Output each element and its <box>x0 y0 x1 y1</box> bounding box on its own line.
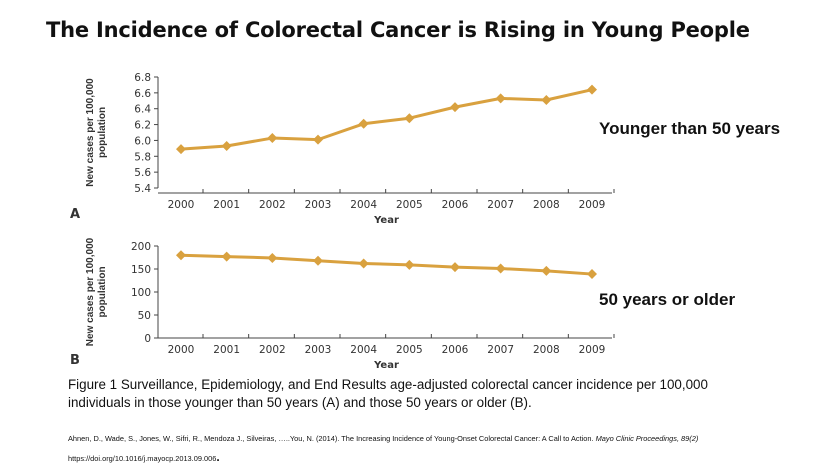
data-point <box>541 94 552 105</box>
x-tick-label: 2005 <box>396 199 423 211</box>
data-point <box>587 84 597 95</box>
data-point <box>267 252 278 263</box>
y-tick-label: 50 <box>138 310 151 322</box>
x-tick-label: 2006 <box>442 344 469 356</box>
data-point <box>358 258 369 269</box>
x-tick-label: 2009 <box>579 344 606 356</box>
citation-end-mark: . <box>216 450 220 464</box>
series-line <box>180 253 593 276</box>
y-tick-label: 6.0 <box>134 135 151 147</box>
y-tick-label: 200 <box>131 241 151 253</box>
x-tick-label: 2007 <box>487 199 514 211</box>
panel-label: A <box>70 207 80 222</box>
y-tick-label: 5.6 <box>134 167 151 179</box>
y-tick-label: 5.8 <box>134 151 151 163</box>
x-axis-title: Year <box>373 215 399 226</box>
y-tick-label: 6.2 <box>134 120 151 132</box>
data-point <box>495 93 506 104</box>
y-tick-label: 6.8 <box>134 72 151 84</box>
x-tick-label: 2008 <box>533 199 560 211</box>
panel-label: B <box>70 353 80 368</box>
data-point <box>221 251 232 262</box>
y-tick-label: 6.4 <box>134 104 151 116</box>
data-point <box>176 250 186 261</box>
x-tick-label: 2000 <box>168 199 195 211</box>
chart-b: 0 50 100 150 200 2000 2001 2002 2003 2004 2005 2006… <box>70 237 615 370</box>
citation-journal: Mayo Clinic Proceedings, 89(2) <box>595 434 699 443</box>
y-axis-title: New cases per 100,000population <box>85 78 108 187</box>
y-tick-label: 5.4 <box>134 183 151 195</box>
x-tick-label: 2005 <box>396 344 423 356</box>
x-tick-label: 2004 <box>350 199 377 211</box>
slide-title: The Incidence of Colorectal Cancer is Ri… <box>46 18 750 42</box>
figure-caption: Figure 1 Surveillance, Epidemiology, and… <box>68 377 708 410</box>
x-tick-label: 2009 <box>579 199 606 211</box>
x-tick-label: 2001 <box>213 344 240 356</box>
data-point <box>313 255 323 266</box>
x-tick-label: 2002 <box>259 344 286 356</box>
citation-text: Ahnen, D., Wade, S., Jones, W., Sifri, R… <box>68 434 596 443</box>
x-tick-label: 2001 <box>213 199 240 211</box>
data-point <box>450 102 460 113</box>
x-tick-label: 2008 <box>533 344 560 356</box>
x-axis-title: Year <box>373 360 399 370</box>
x-tick-label: 2006 <box>442 199 469 211</box>
data-point <box>404 259 415 270</box>
series-line <box>180 88 593 151</box>
x-tick-label: 2003 <box>305 199 332 211</box>
x-tick-label: 2007 <box>487 344 514 356</box>
y-tick-label: 100 <box>131 287 151 299</box>
x-tick-label: 2004 <box>350 344 377 356</box>
x-tick-label: 2000 <box>168 344 195 356</box>
citation: Ahnen, D., Wade, S., Jones, W., Sifri, R… <box>68 429 808 468</box>
data-point <box>587 269 597 280</box>
data-point <box>541 265 552 276</box>
x-tick-label: 2002 <box>259 199 286 211</box>
citation-doi: https://doi.org/10.1016/j.mayocp.2013.09… <box>68 454 217 463</box>
x-tick-label: 2003 <box>305 344 332 356</box>
y-tick-label: 0 <box>144 333 151 345</box>
data-point <box>358 118 369 129</box>
chart-a: 5.4 5.6 5.8 6.0 6.2 6.4 6.6 6.8 2000 2001 2002 2003… <box>70 72 615 226</box>
y-tick-label: 6.6 <box>134 88 151 100</box>
y-axis-title: New cases per 100,000population <box>85 237 108 346</box>
y-tick-label: 150 <box>131 264 151 276</box>
data-point <box>313 134 323 145</box>
data-point <box>450 262 460 273</box>
data-point <box>404 113 415 124</box>
series-label-older: 50 years or older <box>599 290 736 309</box>
data-point <box>495 263 506 274</box>
data-point <box>176 144 186 155</box>
data-point <box>221 140 232 151</box>
data-point <box>267 133 278 144</box>
series-label-younger: Younger than 50 years <box>599 119 781 138</box>
